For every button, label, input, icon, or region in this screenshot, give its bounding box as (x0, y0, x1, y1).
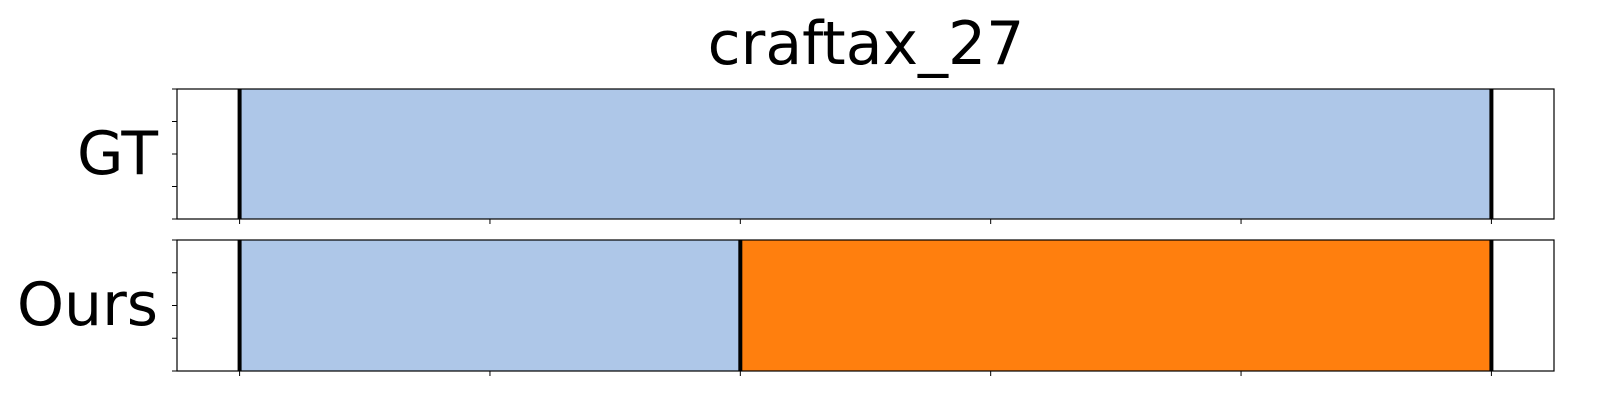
chart-title: craftax_27 (708, 9, 1025, 79)
segment-ours-1 (740, 240, 1492, 371)
row-gt: GT (77, 88, 1555, 224)
row-label-ours: Ours (17, 270, 158, 340)
segment-gt-0 (239, 89, 1492, 219)
segment-ours-0 (239, 240, 741, 371)
row-label-gt: GT (77, 119, 158, 189)
row-ours: Ours (17, 239, 1555, 376)
